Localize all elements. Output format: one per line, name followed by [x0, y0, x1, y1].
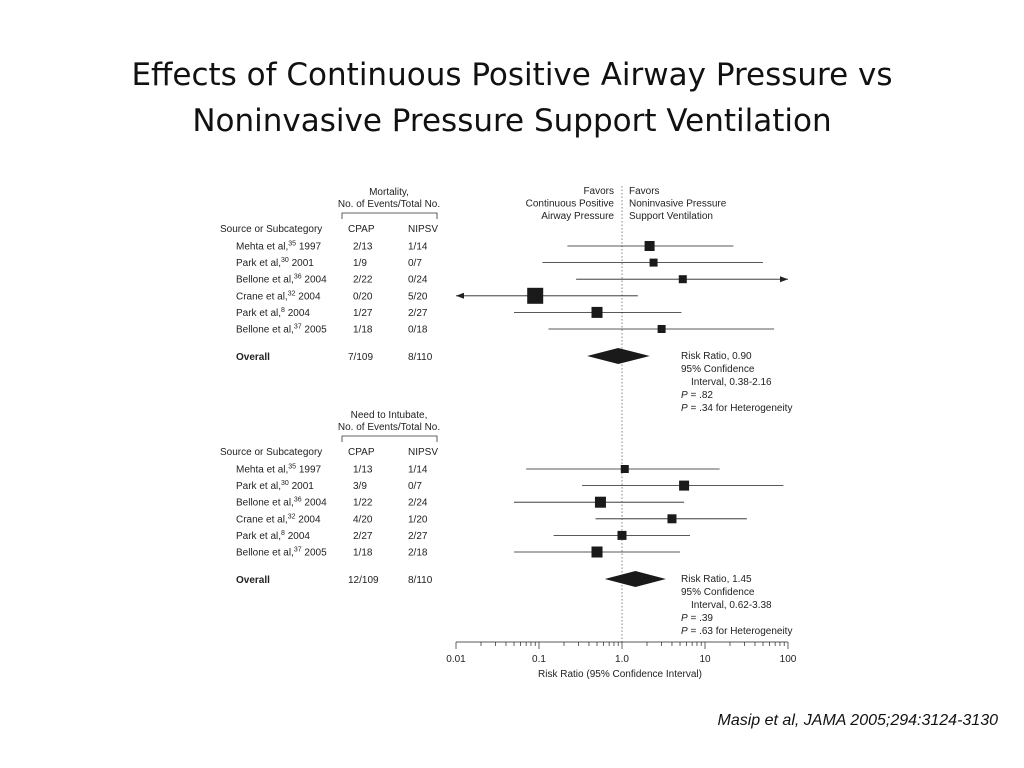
summary-line: P = .39 — [681, 613, 713, 624]
summary-line: P = .63 for Heterogeneity — [681, 626, 792, 637]
overall-diamond — [587, 348, 650, 364]
summary-line: Risk Ratio, 0.90 — [681, 351, 752, 362]
study-cpap-events: 2/22 — [353, 275, 373, 286]
overall-nipsv-events: 8/110 — [408, 352, 433, 363]
study-point-estimate — [591, 306, 603, 318]
favors-cpap-label: Airway Pressure — [541, 211, 614, 222]
summary-line: P = .82 — [681, 390, 713, 401]
summary-line: P = .34 for Heterogeneity — [681, 403, 792, 414]
overall-diamond — [604, 571, 666, 587]
column-heading-cpap: CPAP — [348, 224, 375, 235]
column-heading-source: Source or Subcategory — [220, 224, 322, 235]
study-cpap-events: 1/9 — [353, 258, 367, 269]
study-nipsv-events: 2/27 — [408, 531, 428, 542]
summary-line: 95% Confidence — [681, 364, 755, 375]
study-label: Park et al,30 2001 — [236, 480, 314, 492]
favors-nipsv-label: Favors — [629, 186, 660, 197]
study-cpap-events: 1/18 — [353, 325, 373, 336]
study-cpap-events: 1/22 — [353, 498, 373, 509]
study-point-estimate — [678, 275, 687, 284]
x-tick-label: 0.1 — [532, 654, 546, 665]
study-cpap-events: 1/18 — [353, 548, 373, 559]
overall-cpap-events: 12/109 — [348, 575, 379, 586]
summary-line: Interval, 0.38-2.16 — [691, 377, 772, 388]
study-cpap-events: 1/27 — [353, 308, 373, 319]
x-axis-title: Risk Ratio (95% Confidence Interval) — [538, 669, 702, 680]
study-nipsv-events: 5/20 — [408, 291, 428, 302]
ci-arrow-right — [780, 276, 788, 283]
panel-header-title: Need to Intubate, — [351, 410, 428, 421]
panel-header-bracket — [341, 212, 438, 219]
study-point-estimate — [617, 530, 627, 540]
study-nipsv-events: 2/27 — [408, 308, 428, 319]
column-heading-source: Source or Subcategory — [220, 447, 322, 458]
x-tick-label: 0.01 — [446, 654, 466, 665]
column-heading-nipsv: NIPSV — [408, 224, 438, 235]
favors-cpap-label: Continuous Positive — [526, 199, 615, 210]
study-point-estimate — [644, 241, 655, 251]
study-point-estimate — [594, 496, 606, 508]
study-nipsv-events: 1/20 — [408, 514, 428, 525]
column-heading-nipsv: NIPSV — [408, 447, 438, 458]
study-label: Mehta et al,35 1997 — [236, 464, 322, 476]
study-point-estimate — [679, 480, 690, 491]
study-cpap-events: 4/20 — [353, 514, 373, 525]
study-cpap-events: 3/9 — [353, 481, 367, 492]
x-tick-label: 100 — [780, 654, 797, 665]
citation: Masip et al, JAMA 2005;294:3124-3130 — [717, 712, 998, 729]
overall-nipsv-events: 8/110 — [408, 575, 433, 586]
study-label: Crane et al,32 2004 — [236, 513, 321, 525]
study-point-estimate — [527, 287, 544, 304]
study-label: Bellone et al,36 2004 — [236, 274, 327, 286]
summary-line: Interval, 0.62-3.38 — [691, 600, 772, 611]
study-label: Park et al,30 2001 — [236, 257, 314, 269]
study-cpap-events: 0/20 — [353, 291, 373, 302]
study-point-estimate — [591, 546, 603, 558]
study-label: Bellone et al,37 2005 — [236, 547, 327, 559]
slide-title-line-2: Noninvasive Pressure Support Ventilation — [192, 103, 832, 139]
summary-line: Risk Ratio, 1.45 — [681, 574, 752, 585]
study-nipsv-events: 2/18 — [408, 548, 428, 559]
study-cpap-events: 2/13 — [353, 242, 373, 253]
x-tick-label: 10 — [699, 654, 711, 665]
panel-header-subtitle: No. of Events/Total No. — [338, 199, 440, 210]
overall-label: Overall — [236, 352, 270, 363]
study-nipsv-events: 0/18 — [408, 325, 428, 336]
slide-title: Effects of Continuous Positive Airway Pr… — [0, 52, 1024, 144]
overall-label: Overall — [236, 575, 270, 586]
study-point-estimate — [667, 514, 677, 524]
study-label: Bellone et al,36 2004 — [236, 497, 327, 509]
favors-nipsv-label: Noninvasive Pressure — [629, 199, 727, 210]
study-nipsv-events: 0/7 — [408, 481, 422, 492]
panel-header-title: Mortality, — [369, 187, 409, 198]
favors-cpap-label: Favors — [583, 186, 614, 197]
study-label: Crane et al,32 2004 — [236, 290, 321, 302]
favors-nipsv-label: Support Ventilation — [629, 211, 713, 222]
overall-cpap-events: 7/109 — [348, 352, 373, 363]
study-nipsv-events: 0/7 — [408, 258, 422, 269]
study-label: Mehta et al,35 1997 — [236, 241, 322, 253]
study-nipsv-events: 1/14 — [408, 242, 428, 253]
x-tick-label: 1.0 — [615, 654, 629, 665]
column-heading-cpap: CPAP — [348, 447, 375, 458]
summary-line: 95% Confidence — [681, 587, 755, 598]
panel-header-subtitle: No. of Events/Total No. — [338, 422, 440, 433]
study-point-estimate — [649, 258, 658, 267]
slide-title-line-1: Effects of Continuous Positive Airway Pr… — [131, 57, 893, 93]
ci-arrow-left — [456, 292, 464, 299]
study-nipsv-events: 0/24 — [408, 275, 428, 286]
study-nipsv-events: 1/14 — [408, 465, 428, 476]
panel-header-bracket — [341, 435, 438, 442]
study-cpap-events: 2/27 — [353, 531, 373, 542]
study-label: Park et al,8 2004 — [236, 530, 310, 542]
study-cpap-events: 1/13 — [353, 465, 373, 476]
study-point-estimate — [620, 465, 629, 473]
study-point-estimate — [657, 325, 666, 333]
study-label: Park et al,8 2004 — [236, 307, 310, 319]
study-label: Bellone et al,37 2005 — [236, 324, 327, 336]
study-nipsv-events: 2/24 — [408, 498, 428, 509]
